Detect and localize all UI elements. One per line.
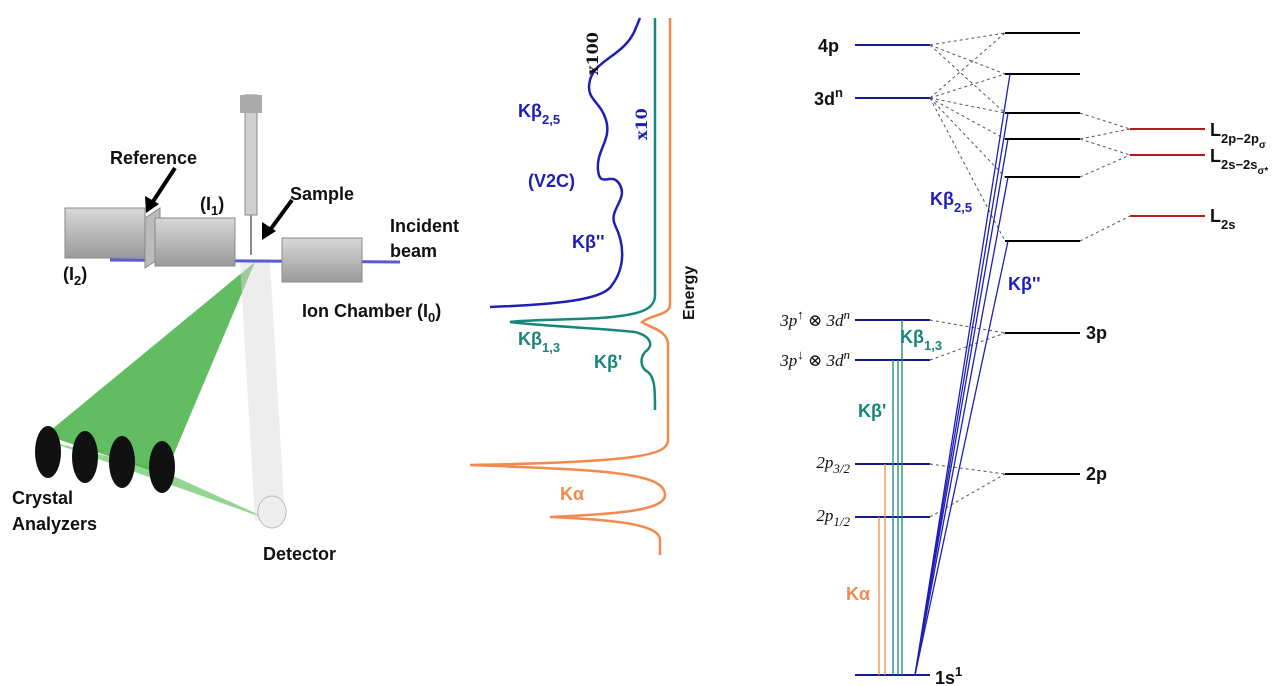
level-4p: 4p <box>818 36 839 56</box>
label-part: 1s <box>935 668 955 686</box>
label-part: σ* <box>1258 166 1269 177</box>
label-part: L <box>1210 120 1221 140</box>
figure: Reference (I1) Sample Incident beam (I2)… <box>0 0 1284 686</box>
label-part: 1 <box>955 664 962 679</box>
label-part: 3/2 <box>832 461 850 476</box>
beam-label: beam <box>390 241 437 261</box>
label-part: ) <box>81 264 87 284</box>
label-part: 1,3 <box>924 338 942 353</box>
shape-line <box>915 139 1008 675</box>
t-ka-label: Kα <box>846 584 870 604</box>
level-lines <box>855 33 1205 675</box>
label-part: 2,5 <box>542 112 560 127</box>
shape-rect <box>240 95 262 113</box>
label-part: n <box>844 307 851 322</box>
label-part: σ <box>1259 140 1266 151</box>
shape-rect <box>282 238 362 282</box>
x10-label: x10 <box>632 108 651 140</box>
spectra <box>470 18 670 555</box>
label-part: 2 <box>74 273 81 288</box>
shape-line <box>915 241 1008 675</box>
shape-ellipse <box>109 436 135 488</box>
shape-path <box>470 18 670 555</box>
detector-label: Detector <box>263 544 336 564</box>
label-part: Kβ <box>518 329 542 349</box>
shape-line <box>270 200 292 230</box>
transition-lines <box>879 74 1010 675</box>
label-part: Ion Chamber (I <box>302 301 428 321</box>
v2c-label: (V2C) <box>528 171 575 191</box>
shape-rect <box>155 218 235 266</box>
level-3p-up: 3p↑ ⊗ 3dn <box>779 307 850 330</box>
label-part: ⊗ 3d <box>804 351 844 370</box>
label-part: Kβ <box>900 327 924 347</box>
incident-label: Incident <box>390 216 459 236</box>
level-1s: 1s1 <box>935 664 962 686</box>
label-part: (I <box>200 194 211 214</box>
t-kb-prime-label: Kβ' <box>858 401 886 421</box>
label-part: 2p <box>816 506 833 525</box>
label-part: 3p <box>779 351 797 370</box>
sample-label: Sample <box>290 184 354 204</box>
level-3d: 3dn <box>814 85 843 109</box>
label-part: ) <box>218 194 224 214</box>
energy-label: Energy <box>681 266 698 320</box>
level-3p-mo: 3p <box>1086 323 1107 343</box>
reference-label: Reference <box>110 148 197 168</box>
x100-label: x100 <box>583 32 602 75</box>
shape-line <box>915 74 1010 675</box>
shape-line <box>255 262 270 520</box>
label-part: 3d <box>814 89 835 109</box>
label-part: 1/2 <box>833 514 850 529</box>
shape-line <box>915 177 1008 675</box>
shape-line <box>152 168 175 203</box>
level-l2s: L2s <box>1210 206 1235 232</box>
shape-ellipse <box>258 496 286 528</box>
shape-path <box>1080 113 1130 241</box>
label-part: 2s−2s <box>1221 157 1258 172</box>
label-part: L <box>1210 146 1221 166</box>
kb25-label: Kβ2,5 <box>518 101 560 127</box>
label-part: 1 <box>211 203 218 218</box>
level-2p-mo: 2p <box>1086 464 1107 484</box>
shape-ellipse <box>35 426 61 478</box>
label-part: (I <box>63 264 74 284</box>
label-part: 0 <box>428 310 435 325</box>
i1-label: (I1) <box>200 194 224 218</box>
crystal-label: Crystal <box>12 488 73 508</box>
label-part: ⊗ 3d <box>804 311 844 330</box>
shape-ellipse <box>149 441 175 493</box>
label-part: L <box>1210 206 1221 226</box>
shape-path <box>510 18 655 410</box>
t-kb13-label: Kβ1,3 <box>900 327 942 353</box>
label-part: 2p <box>816 453 833 472</box>
label-part: n <box>844 347 851 362</box>
label-part: Kβ <box>518 101 542 121</box>
shape-path <box>490 18 640 307</box>
ion-chamber-label: Ion Chamber (I0) <box>302 301 441 325</box>
label-part: 3p <box>779 311 797 330</box>
shape-line <box>915 113 1008 675</box>
label-part: 2,5 <box>954 200 972 215</box>
kb-dprime-label: Kβ'' <box>572 232 605 252</box>
t-kb-dprime-label: Kβ'' <box>1008 274 1041 294</box>
label-part: n <box>835 85 843 100</box>
level-2p12: 2p1/2 <box>816 506 850 529</box>
shape-ellipse <box>72 431 98 483</box>
level-3p-down: 3p↓ ⊗ 3dn <box>779 347 850 370</box>
kb13-label: Kβ1,3 <box>518 329 560 355</box>
i2-label: (I2) <box>63 264 87 288</box>
kb-prime-label: Kβ' <box>594 352 622 372</box>
level-2p32: 2p3/2 <box>816 453 850 476</box>
ka-label: Kα <box>560 484 584 504</box>
label-part: 1,3 <box>542 340 560 355</box>
shape-rect <box>65 208 145 258</box>
label-part: ) <box>435 301 441 321</box>
label-part: 2p−2p <box>1221 131 1259 146</box>
page: {"setup":{"reference":"Reference","i1":{… <box>0 0 1284 686</box>
label-part: Kβ <box>930 189 954 209</box>
analyzers-label: Analyzers <box>12 514 97 534</box>
t-kb25-label: Kβ2,5 <box>930 189 972 215</box>
label-part: 2s <box>1221 217 1235 232</box>
